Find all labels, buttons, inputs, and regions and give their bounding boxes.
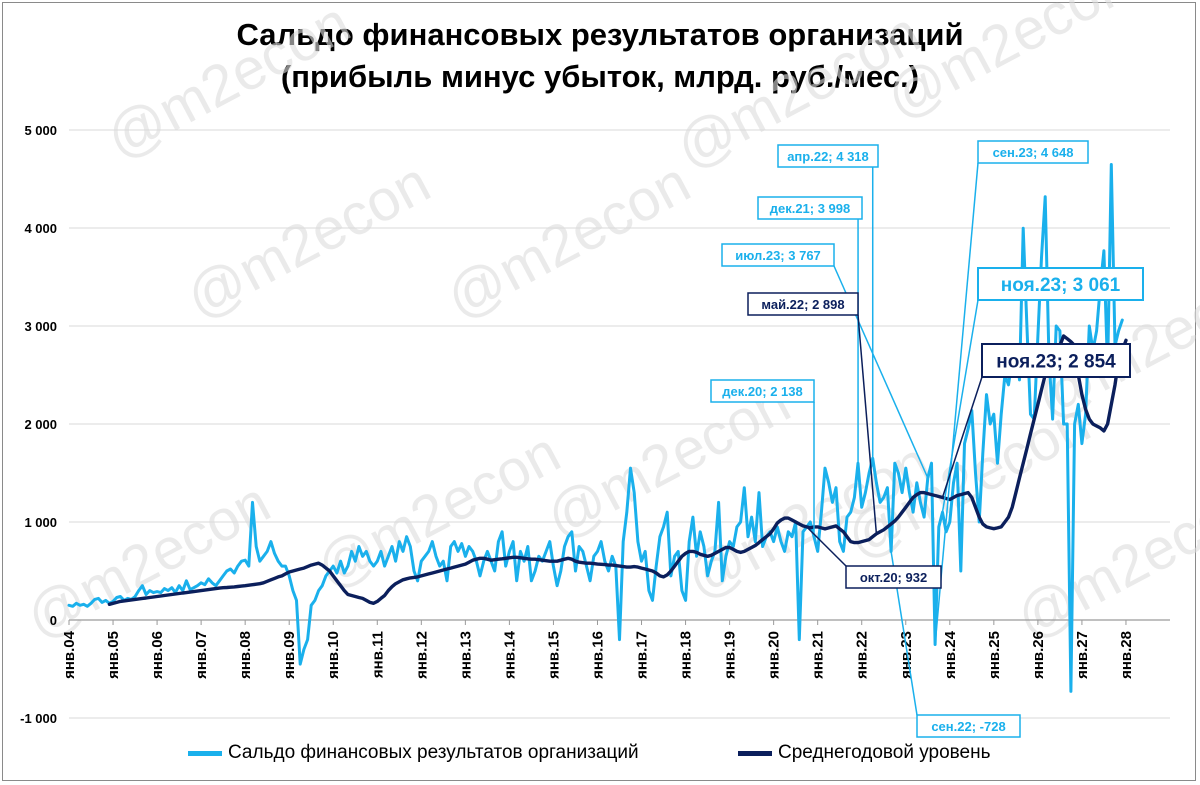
watermark-text: @m2econ — [96, 0, 361, 171]
annotation-box — [977, 267, 1144, 301]
y-tick-label: 3 000 — [24, 319, 57, 334]
annotation-label: сен.23; 4 648 — [993, 145, 1074, 160]
series-line-annual-average — [107, 334, 1128, 606]
legend-label-series-2: Среднегодовой уровень — [778, 742, 991, 763]
annotation-label: сен.22; -728 — [931, 719, 1005, 734]
x-tick-label: янв.06 — [149, 631, 166, 679]
watermark-text: @m2econ — [1006, 470, 1200, 652]
x-tick-label: янв.09 — [281, 631, 298, 679]
legend-swatch-light-blue — [188, 750, 222, 756]
x-tick-label: янв.26 — [1030, 631, 1047, 679]
annotation-layer: апр.22; 4 318 дек.21; 3 998 июл.23; 3 767 с… — [710, 140, 1144, 738]
x-tick-label: янв.14 — [501, 630, 518, 679]
x-tick-label: янв.08 — [237, 631, 254, 679]
annotation-box — [977, 140, 1089, 164]
x-tick-label: янв.16 — [589, 631, 606, 679]
x-tick-label: янв.18 — [678, 631, 695, 679]
annotation-leader-line — [934, 162, 979, 645]
x-tick-label: янв.25 — [986, 631, 1003, 679]
x-tick-label: янв.11 — [369, 631, 386, 678]
legend-label-series-1: Сальдо финансовых результатов организаци… — [228, 742, 639, 763]
x-tick-label: янв.20 — [766, 631, 783, 679]
annotation-leader-line — [806, 526, 847, 567]
y-tick-label: 5 000 — [24, 123, 57, 138]
annotation-label: ноя.23; 2 854 — [996, 352, 1116, 373]
series-layer — [67, 163, 1128, 693]
y-tick-label: 4 000 — [24, 221, 57, 236]
annotation-box — [747, 292, 859, 316]
annotation-label: май.22; 2 898 — [761, 297, 844, 312]
series-line-saldo — [67, 163, 1124, 693]
annotation-label: дек.21; 3 998 — [770, 201, 851, 216]
x-tick-label: янв.07 — [193, 631, 210, 679]
annotation-leader-line — [941, 299, 979, 513]
chart-subtitle: (прибыль минус убыток, млрд. руб./мес.) — [280, 59, 920, 94]
annotation-label: апр.22; 4 318 — [787, 149, 869, 164]
legend-swatch-dark-blue — [738, 750, 772, 756]
annotation-box — [710, 379, 815, 403]
y-axis-tick-labels: -1 000 0 1 000 2 000 3 000 4 000 5 000 — [20, 123, 57, 726]
annotation-leader-line — [857, 314, 878, 534]
annotation-label: окт.20; 932 — [860, 570, 927, 585]
x-tick-label: янв.28 — [1118, 631, 1135, 679]
x-tick-label: янв.15 — [545, 631, 562, 679]
annotation-label: ноя.23; 3 061 — [1001, 275, 1121, 296]
x-tick-label: янв.22 — [854, 631, 871, 679]
chart-title: Сальдо финансовых результатов организаци… — [236, 17, 964, 52]
annotation-box — [721, 243, 835, 267]
x-tick-label: янв.19 — [722, 631, 739, 679]
x-tick-label: янв.23 — [898, 631, 915, 679]
y-tick-label: 1 000 — [24, 515, 57, 530]
annotation-box — [845, 565, 942, 589]
x-tick-label: янв.24 — [942, 630, 959, 679]
legend-item-series-2: Среднегодовой уровень — [738, 742, 991, 764]
x-tick-label: янв.05 — [105, 631, 122, 679]
x-tick-label: янв.04 — [61, 630, 78, 679]
watermark-text: @m2econ — [876, 0, 1141, 131]
x-axis-tick-labels: янв.04 янв.05 янв.06 янв.07 янв.08 янв.09 янв.… — [61, 620, 1135, 679]
annotation-label: июл.23; 3 767 — [735, 248, 821, 263]
annotation-leader-line — [941, 376, 983, 498]
chart-title-block: Сальдо финансовых результатов организаци… — [0, 14, 1200, 98]
y-tick-label: 0 — [50, 613, 57, 628]
x-tick-label: янв.17 — [634, 631, 651, 679]
x-tick-label: янв.12 — [413, 631, 430, 679]
watermark-text: @m2econ — [436, 150, 701, 332]
annotation-box — [777, 144, 879, 168]
y-tick-label: -1 000 — [20, 711, 57, 726]
x-tick-label: янв.21 — [810, 631, 827, 679]
x-tick-label: янв.13 — [457, 631, 474, 679]
x-tick-label: янв.27 — [1074, 631, 1091, 679]
legend-item-series-1: Сальдо финансовых результатов организаци… — [188, 742, 639, 764]
x-tick-label: янв.10 — [325, 631, 342, 679]
annotation-label: дек.20; 2 138 — [722, 384, 803, 399]
annotation-box — [916, 714, 1021, 738]
y-tick-label: 2 000 — [24, 417, 57, 432]
annotation-box — [757, 196, 863, 220]
watermark-text: @m2econ — [176, 150, 441, 332]
annotation-box — [981, 343, 1131, 378]
